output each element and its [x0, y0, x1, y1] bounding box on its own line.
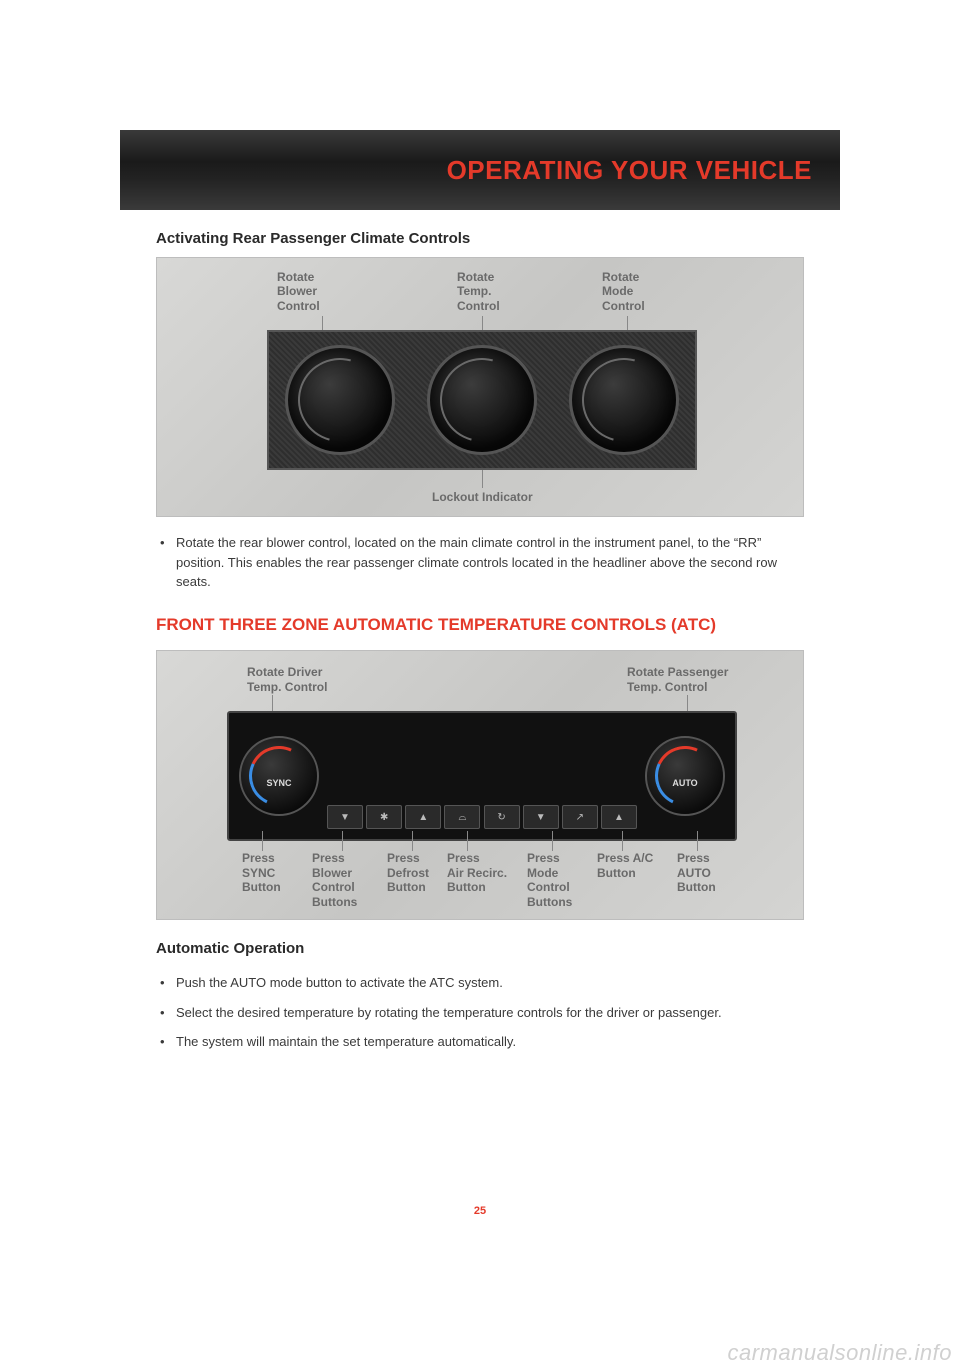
- label-press-sync: Press SYNC Button: [242, 851, 281, 894]
- blower-dial-icon: [285, 345, 395, 455]
- figure-atc-controls: Rotate Driver Temp. Control Rotate Passe…: [156, 650, 804, 920]
- leader-line: [482, 470, 483, 488]
- label-rotate-driver: Rotate Driver Temp. Control: [247, 665, 327, 694]
- leader-line: [622, 831, 623, 851]
- temp-dial-icon: [427, 345, 537, 455]
- heading-atc: FRONT THREE ZONE AUTOMATIC TEMPERATURE C…: [156, 614, 804, 637]
- bullet-item: Select the desired temperature by rotati…: [156, 1003, 804, 1023]
- label-press-auto: Press AUTO Button: [677, 851, 716, 894]
- mode-down-button-icon: ▼: [523, 805, 559, 829]
- bullet-list-rear: Rotate the rear blower control, located …: [156, 533, 804, 592]
- atc-control-panel: SYNC ▼ ✱ ▲ ⌓ ↻ ▼ ↗ ▲ AUTO: [227, 711, 737, 841]
- bullet-item: The system will maintain the set tempera…: [156, 1032, 804, 1052]
- auto-knob-label: AUTO: [647, 778, 723, 788]
- bullet-item: Rotate the rear blower control, located …: [156, 533, 804, 592]
- label-press-defrost: Press Defrost Button: [387, 851, 429, 894]
- label-press-ac: Press A/C Button: [597, 851, 653, 880]
- label-rotate-blower: Rotate Blower Control: [277, 270, 320, 313]
- label-rotate-passenger: Rotate Passenger Temp. Control: [627, 665, 728, 694]
- leader-line: [697, 831, 698, 851]
- page-number: 25: [0, 1205, 960, 1217]
- page-content: Activating Rear Passenger Climate Contro…: [120, 210, 840, 1052]
- blower-up-button-icon: ▲: [405, 805, 441, 829]
- section-header-band: OPERATING YOUR VEHICLE: [120, 130, 840, 210]
- mode-button-icon: ↗: [562, 805, 598, 829]
- passenger-temp-knob-icon: AUTO: [645, 736, 725, 816]
- label-rotate-mode: Rotate Mode Control: [602, 270, 645, 313]
- label-lockout-indicator: Lockout Indicator: [432, 490, 533, 504]
- mode-dial-icon: [569, 345, 679, 455]
- leader-line: [342, 831, 343, 851]
- label-press-mode: Press Mode Control Buttons: [527, 851, 572, 909]
- driver-temp-knob-icon: SYNC: [239, 736, 319, 816]
- leader-line: [467, 831, 468, 851]
- label-press-blower: Press Blower Control Buttons: [312, 851, 357, 909]
- mode-up-button-icon: ▲: [601, 805, 637, 829]
- sync-knob-label: SYNC: [241, 778, 317, 788]
- button-row: ▼ ✱ ▲ ⌓ ↻ ▼ ↗ ▲: [319, 713, 645, 839]
- leader-line: [552, 831, 553, 851]
- blower-fan-button-icon: ✱: [366, 805, 402, 829]
- leader-line: [412, 831, 413, 851]
- recirc-button-icon: ↻: [484, 805, 520, 829]
- watermark-text: carmanualsonline.info: [727, 1340, 952, 1366]
- blower-down-button-icon: ▼: [327, 805, 363, 829]
- label-press-recirc: Press Air Recirc. Button: [447, 851, 507, 894]
- bullet-item: Push the AUTO mode button to activate th…: [156, 973, 804, 993]
- label-rotate-temp: Rotate Temp. Control: [457, 270, 500, 313]
- page-header-title: OPERATING YOUR VEHICLE: [447, 155, 812, 186]
- leader-line: [262, 831, 263, 851]
- subheading-auto-operation: Automatic Operation: [156, 940, 804, 957]
- rear-control-panel: [267, 330, 697, 470]
- subheading-rear-climate: Activating Rear Passenger Climate Contro…: [156, 230, 804, 247]
- page-container: OPERATING YOUR VEHICLE Activating Rear P…: [120, 130, 840, 1052]
- figure-rear-controls: Rotate Blower Control Rotate Temp. Contr…: [156, 257, 804, 517]
- defrost-button-icon: ⌓: [444, 805, 480, 829]
- bullet-list-auto: Push the AUTO mode button to activate th…: [156, 973, 804, 1052]
